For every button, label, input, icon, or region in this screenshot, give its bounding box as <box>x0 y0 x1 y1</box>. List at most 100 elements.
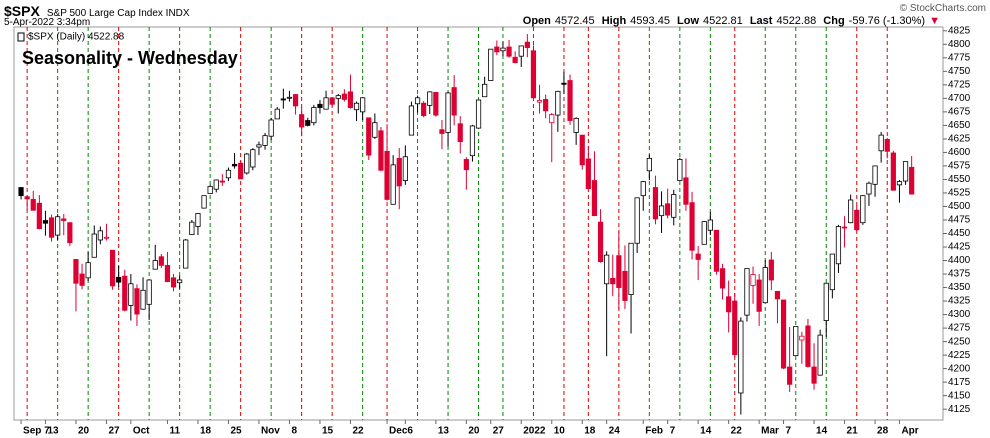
candle-body <box>268 119 274 137</box>
x-tick-label: 6 <box>407 426 413 437</box>
candle-body <box>140 289 146 310</box>
x-tick-label: Mar <box>761 426 779 437</box>
candle-body <box>884 139 890 152</box>
candle-body <box>421 102 427 117</box>
candle-body <box>225 169 232 179</box>
legend-text: $SPX (Daily) 4522.88 <box>28 32 125 43</box>
candle-body <box>286 96 293 99</box>
quote-label: Open <box>522 15 551 27</box>
y-tick-label: 4200 <box>948 363 971 374</box>
candle-body <box>79 273 85 286</box>
quote-label: High <box>601 15 627 27</box>
candle-body <box>451 87 457 116</box>
quote-value: 4572.45 <box>554 15 595 27</box>
candle-body <box>61 218 67 221</box>
header-left: $SPX S&P 500 Large Cap Index INDX <box>4 3 194 19</box>
candle-body <box>134 288 140 315</box>
candle-body <box>201 195 207 209</box>
legend-icon <box>17 32 25 42</box>
candle-body <box>317 103 323 108</box>
candle-body <box>506 46 512 57</box>
candle-body <box>860 195 866 224</box>
candle-body <box>347 91 354 108</box>
x-tick-label: 8 <box>291 426 297 437</box>
candle-body <box>555 90 561 116</box>
x-tick-label: 11 <box>169 426 180 437</box>
candle-body <box>841 226 848 229</box>
candle-body <box>866 182 872 195</box>
candle-body <box>170 277 177 288</box>
candle-body <box>475 99 482 129</box>
candle-body <box>256 144 262 148</box>
candle-body <box>482 83 488 98</box>
candle-body <box>238 162 244 180</box>
y-tick-label: 4425 <box>948 242 971 253</box>
y-tick-label: 4650 <box>948 120 971 131</box>
y-tick-label: 4500 <box>948 201 971 212</box>
quote-label: Chg <box>823 15 845 27</box>
y-tick-label: 4525 <box>948 188 971 199</box>
candle-body <box>835 226 842 265</box>
candle-body <box>207 186 213 194</box>
candle-body <box>42 220 49 224</box>
x-tick-label: 27 <box>108 426 120 437</box>
candle-body <box>128 283 134 306</box>
y-tick-label: 4350 <box>948 282 971 293</box>
candle-body <box>30 199 36 211</box>
candle-body <box>146 279 152 305</box>
candle-body <box>726 296 732 313</box>
candle-body <box>457 123 463 143</box>
x-tick-label: 15 <box>322 426 334 437</box>
x-tick-label: Nov <box>261 426 280 437</box>
candle-body <box>768 259 774 281</box>
symbol: $SPX <box>4 3 40 19</box>
y-tick-label: 4825 <box>948 25 971 36</box>
y-tick-label: 4400 <box>948 255 971 266</box>
candle-body <box>158 256 164 266</box>
candle-body <box>122 275 128 311</box>
y-tick-label: 4300 <box>948 309 971 320</box>
candle-body <box>902 161 909 182</box>
candle-body <box>274 108 280 120</box>
quote-label: Low <box>677 15 699 27</box>
candle-body <box>585 158 591 190</box>
candle-body <box>854 209 860 231</box>
candle-body <box>116 276 122 283</box>
candle-body <box>719 268 726 289</box>
candle-body <box>597 221 604 263</box>
x-tick-label: 13 <box>438 426 450 437</box>
candle-body <box>701 221 707 245</box>
y-tick-label: 4250 <box>948 336 971 347</box>
candle-body <box>183 239 189 269</box>
candle-body <box>323 97 329 110</box>
candle-body <box>579 134 585 166</box>
quote-value: 4593.45 <box>630 15 670 27</box>
candle-body <box>793 326 799 357</box>
candle-body <box>231 163 238 167</box>
candle-body <box>91 233 97 258</box>
y-tick-label: 4325 <box>948 296 971 307</box>
x-tick-label: Dec <box>389 426 408 437</box>
candle-body <box>427 91 433 106</box>
candle-body <box>439 129 445 134</box>
candle-body <box>817 334 823 376</box>
quote-value: 4522.88 <box>776 15 817 27</box>
quote-value: 4522.81 <box>703 15 743 27</box>
candle-body <box>463 159 469 171</box>
x-tick-label: 20 <box>468 426 480 437</box>
candle-body <box>756 279 762 312</box>
axes: 4125 4150 4175 4200 4225 4250 4275 4300 4325 4350… <box>20 25 971 437</box>
candle-body <box>372 122 378 138</box>
candle-body <box>500 47 506 52</box>
candle-body <box>384 150 390 200</box>
candle-body <box>18 187 24 197</box>
candle-body <box>799 335 805 341</box>
candle-body <box>353 102 360 111</box>
candle-body <box>244 153 250 174</box>
candle-body <box>396 157 402 187</box>
candle-body <box>811 366 817 384</box>
x-tick-label: Apr <box>901 426 918 437</box>
candle-body <box>518 45 524 57</box>
candle-body <box>890 152 896 191</box>
